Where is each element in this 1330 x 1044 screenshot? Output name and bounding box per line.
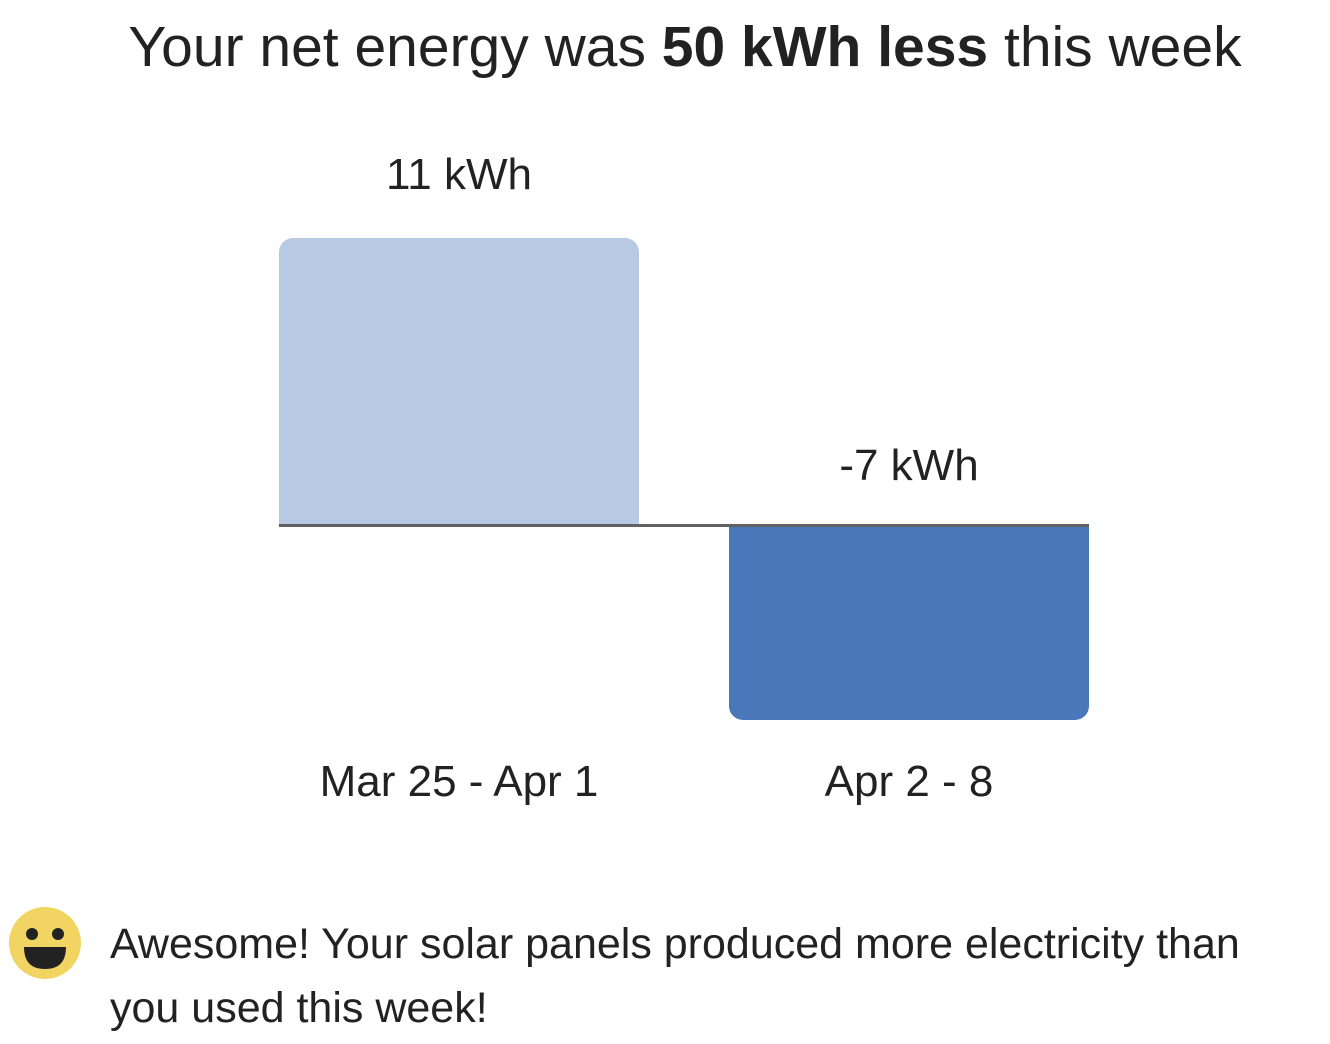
smiley-face-icon [9, 907, 81, 979]
category-label-week1: Mar 25 - Apr 1 [319, 757, 599, 806]
category-label-week2: Apr 2 - 8 [824, 757, 994, 806]
feedback-message: Awesome! Your solar panels produced more… [110, 920, 1240, 1032]
title-suffix: this week [988, 15, 1242, 79]
zero-baseline [279, 524, 1089, 527]
title-emphasis: 50 kWh less [661, 15, 989, 79]
bar-value-label-week2: -7 kWh [839, 441, 979, 490]
bar-week1 [279, 238, 639, 526]
title-prefix: Your net energy was [128, 15, 662, 79]
bar-value-label-week1: 11 kWh [386, 150, 532, 199]
chart-title: Your net energy was 50 kWh less this wee… [0, 12, 1330, 82]
bar-week2 [729, 526, 1089, 720]
